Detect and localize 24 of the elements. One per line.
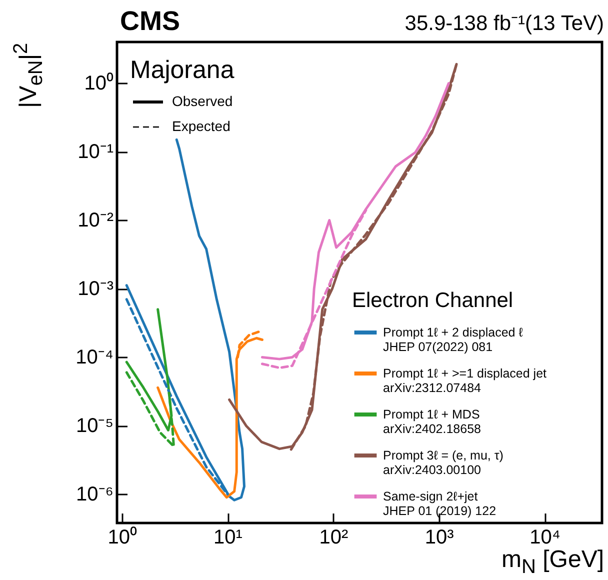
legend-title: Electron Channel [352,289,514,312]
y-tick-label: 10⁻² [78,210,114,232]
annotation: Majorana [130,56,234,85]
legend-label: Prompt 1ℓ + 2 displaced ℓ JHEP 07(2022) 081 [383,326,523,354]
x-tick-label: 10⁴ [530,526,560,548]
x-tick-label: 10³ [424,526,454,548]
legend-label: Prompt 3ℓ = (e, mu, τ) arXiv:2403.00100 [383,448,504,477]
legend-label: Prompt 1ℓ + >=1 displaced jet arXiv:2312.07484 [383,366,548,395]
legend-label: Prompt 1ℓ + MDS arXiv:2402.18658 [383,408,482,436]
x-tick-label: 10² [319,526,348,548]
x-tick-label: 10⁰ [108,526,137,548]
legend-label: Same-sign 2ℓ+jet JHEP 01 (2019) 122 [383,490,496,518]
x-tick-label: 10¹ [214,526,243,548]
chart-title: CMS [120,6,180,37]
annotation: Expected [172,118,230,134]
annotation: Observed [172,93,233,109]
chart-subtitle: 35.9-138 fb⁻¹(13 TeV) [404,11,604,36]
y-tick-label: 10⁰ [84,72,114,95]
y-tick-label: 10⁻³ [78,278,114,300]
y-tick-label: 10⁻⁴ [76,346,114,369]
y-tick-label: 10⁻⁶ [76,484,114,506]
x-axis-title: m$_{N}$ [GeV] [502,546,604,579]
y-tick-label: 10⁻⁵ [76,415,114,438]
y-tick-label: 10⁻¹ [78,141,114,164]
